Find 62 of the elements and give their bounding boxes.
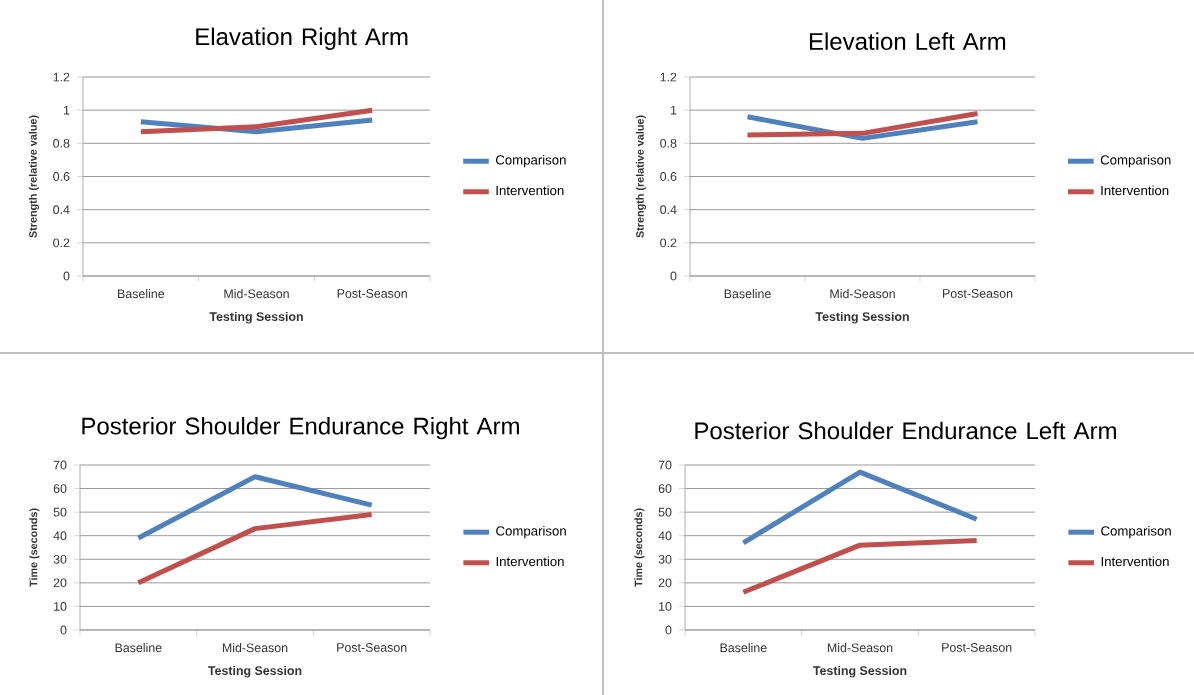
y-tick-label: 60 (658, 484, 672, 493)
y-tick-label: 50 (658, 507, 672, 517)
chart-title: Posterior Shoulder Endurance Left Arm (695, 421, 1116, 440)
x-tick-label: Baseline (724, 289, 771, 299)
y-tick-label: 70 (658, 460, 672, 470)
y-tick-label: 20 (53, 578, 67, 588)
y-tick-label: 1 (63, 105, 70, 115)
y-tick-label: 0.6 (660, 172, 677, 181)
x-axis-title: Testing Session (209, 311, 303, 324)
chart-title: Elevation Left Arm (809, 32, 1006, 50)
y-tick-label: 70 (53, 460, 67, 470)
y-tick-label: 0.2 (660, 238, 677, 248)
x-tick-label: Post-Season (337, 643, 407, 652)
y-tick-label: 1.2 (53, 72, 70, 82)
y-axis-title: Time (seconds) (634, 508, 645, 587)
legend-label: Intervention (1101, 185, 1169, 196)
y-tick-label: 50 (53, 507, 67, 517)
legend-label: Intervention (496, 185, 564, 196)
y-tick-label: 30 (53, 554, 67, 564)
chart-title: Elavation Right Arm (196, 27, 408, 50)
y-tick-label: 0.6 (53, 172, 70, 181)
legend-label: Intervention (1101, 556, 1169, 567)
x-axis-title: Testing Session (208, 665, 302, 678)
y-tick-label: 40 (658, 531, 672, 541)
y-tick-label: 0.2 (53, 238, 70, 248)
y-tick-label: 0.4 (660, 205, 677, 215)
y-tick-label: 30 (658, 554, 672, 564)
y-tick-label: 0 (670, 271, 677, 281)
x-tick-label: Baseline (118, 289, 165, 299)
legend-label: Comparison (1101, 525, 1171, 539)
x-tick-label: Mid-Season (224, 289, 289, 299)
legend-label: Comparison (1100, 154, 1171, 168)
x-axis-title: Testing Session (813, 665, 907, 678)
y-tick-label: 10 (54, 602, 67, 611)
legend-label: Intervention (496, 556, 564, 567)
x-tick-label: Baseline (115, 643, 162, 653)
y-tick-label: 0 (665, 625, 672, 635)
legend-label: Comparison (496, 525, 566, 539)
y-tick-label: 0 (63, 271, 70, 281)
x-tick-label: Mid-Season (827, 643, 893, 653)
x-axis-title: Testing Session (815, 311, 909, 324)
y-axis-title: Time (seconds) (29, 508, 40, 587)
y-tick-label: 40 (53, 531, 67, 541)
x-tick-label: Mid-Season (222, 643, 288, 653)
x-tick-label: Post-Season (337, 289, 407, 298)
x-tick-label: Mid-Season (830, 289, 895, 299)
y-tick-label: 10 (659, 602, 672, 611)
y-axis-title: Strength (relative value) (635, 115, 646, 238)
x-tick-label: Post-Season (943, 289, 1013, 298)
y-axis-title: Strength (relative value) (28, 115, 39, 238)
y-tick-label: 0.8 (660, 138, 677, 148)
y-tick-label: 0 (60, 625, 67, 635)
y-tick-label: 1 (670, 105, 677, 115)
x-tick-label: Baseline (720, 643, 767, 653)
legend-label: Comparison (495, 154, 566, 168)
y-tick-label: 0.4 (53, 205, 70, 215)
y-tick-label: 60 (53, 484, 67, 493)
y-tick-label: 1.2 (660, 72, 677, 82)
y-tick-label: 20 (658, 578, 672, 588)
chart-title: Posterior Shoulder Endurance Right Arm (82, 416, 519, 440)
x-tick-label: Post-Season (942, 643, 1012, 652)
y-tick-label: 0.8 (53, 138, 70, 148)
